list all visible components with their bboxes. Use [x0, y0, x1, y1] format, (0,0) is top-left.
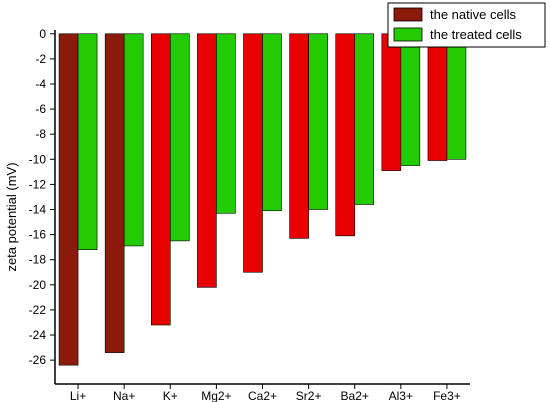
bar-treated-3 — [216, 33, 236, 214]
legend: the native cells the treated cells — [387, 2, 546, 48]
y-tick-label: -16 — [29, 228, 47, 242]
bar-native-0 — [58, 33, 79, 366]
bar-native-8 — [427, 33, 448, 161]
y-tick-label: 0 — [39, 27, 46, 41]
y-tick-label: -2 — [35, 52, 46, 66]
x-tick-label: Ba2+ — [341, 389, 369, 402]
bar-treated-2 — [169, 33, 190, 242]
bar-treated-8 — [446, 33, 467, 160]
y-tick-label: -26 — [29, 353, 47, 367]
bar-treated-5 — [308, 33, 328, 210]
bar-native-4 — [243, 33, 263, 273]
bar-treated-1 — [123, 33, 144, 247]
x-ticks-group: Li+ Na+ K+ Mg2+ Ca2+ Sr2+ Ba2+ Al3+ Fe3+ — [70, 384, 461, 402]
bar-native-5 — [289, 33, 309, 239]
y-tick-label: -8 — [35, 127, 46, 141]
bar-native-1 — [104, 33, 125, 353]
y-tick-label: -20 — [29, 278, 47, 292]
y-tick-label: -6 — [35, 102, 46, 116]
bar-treated-7 — [400, 33, 421, 166]
x-tick-label: Mg2+ — [201, 389, 231, 402]
legend-label-native: the native cells — [430, 7, 516, 22]
x-tick-label: Li+ — [70, 389, 86, 402]
legend-swatch-native — [393, 7, 423, 22]
x-tick-label: Na+ — [113, 389, 135, 402]
bar-native-6 — [335, 33, 356, 237]
x-tick-label: Sr2+ — [296, 389, 322, 402]
y-tick-label: -4 — [35, 77, 46, 91]
y-tick-label: -18 — [29, 253, 47, 267]
bar-native-3 — [197, 33, 217, 288]
legend-swatch-treated — [393, 27, 423, 42]
x-tick-label: K+ — [163, 389, 178, 402]
y-axis-title: zeta potential (mV) — [4, 162, 19, 271]
bars-group — [58, 33, 467, 366]
y-tick-label: -24 — [29, 328, 47, 342]
bar-native-7 — [381, 33, 402, 171]
x-tick-label: Al3+ — [389, 389, 413, 402]
y-tick-label: -22 — [29, 303, 47, 317]
y-tick-label: -14 — [29, 203, 47, 217]
y-tick-label: -10 — [29, 152, 47, 166]
bar-treated-0 — [77, 33, 98, 250]
x-tick-label: Fe3+ — [433, 389, 461, 402]
y-ticks-group: 0 -2 -4 -6 -8 -10 -12 -14 -16 -18 -20 -22 -24 -26 — [29, 27, 55, 367]
bar-treated-6 — [354, 33, 375, 205]
bar-native-2 — [150, 33, 171, 326]
x-tick-label: Ca2+ — [248, 389, 277, 402]
legend-label-treated: the treated cells — [430, 27, 522, 42]
y-tick-label: -12 — [29, 177, 47, 191]
bar-treated-4 — [262, 33, 282, 212]
